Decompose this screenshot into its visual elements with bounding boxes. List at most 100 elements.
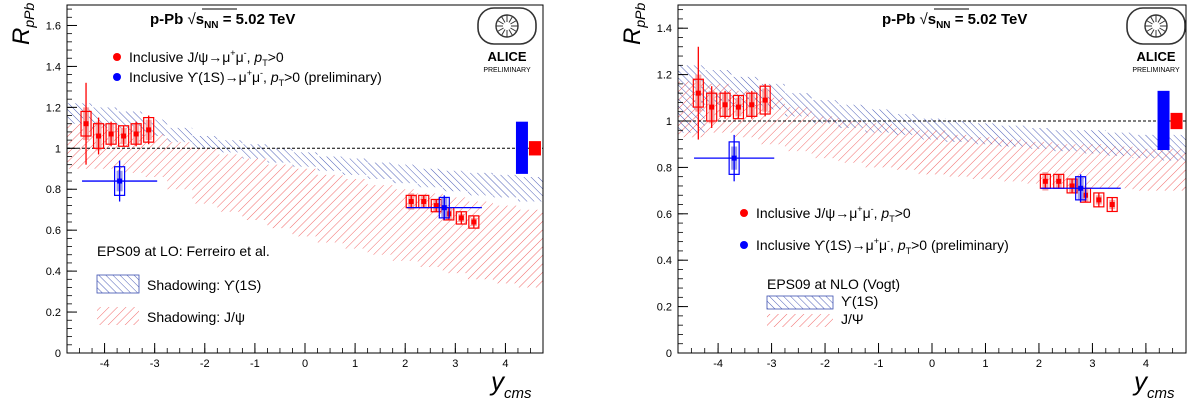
logo-spoke <box>1159 20 1166 25</box>
jpsi-point <box>80 82 92 165</box>
legend-sup: + <box>874 236 879 246</box>
jpsi-point <box>92 117 105 155</box>
model-legend-swatch-upsilon <box>96 274 140 294</box>
y-tick-label: 0.4 <box>657 255 672 267</box>
jpsi-point <box>692 46 704 140</box>
jpsi-point <box>118 125 130 147</box>
x-tick-label: -3 <box>150 358 160 370</box>
sys-box <box>706 92 718 122</box>
title-system: p-Pb <box>882 11 920 28</box>
y-tick-label: 1.6 <box>46 20 61 32</box>
sys-box <box>1075 176 1087 201</box>
logo-spoke <box>497 27 504 32</box>
model-legend-swatch-upsilon <box>766 295 834 310</box>
model-legend-label: J/Ψ <box>841 311 864 327</box>
logo-spoke <box>1150 16 1155 23</box>
x-tick-label: 4 <box>1143 358 1149 370</box>
legend-marker <box>740 209 748 217</box>
legend-text: μ <box>236 49 244 65</box>
sys-box <box>1106 196 1118 213</box>
data-marker <box>108 131 114 137</box>
x-tick-label: 3 <box>452 358 458 370</box>
data-marker <box>1078 185 1084 191</box>
x-tick-label: 0 <box>929 358 935 370</box>
y-tick-label: 0.8 <box>657 162 672 174</box>
model-legend-title: EPS09 at NLO (Vogt) <box>767 276 900 292</box>
jpsi-point <box>719 90 731 119</box>
x-tick-label: 4 <box>502 358 508 370</box>
jpsi-point <box>1093 192 1105 208</box>
x-tick-label: -1 <box>250 358 260 370</box>
sys-box <box>114 166 126 196</box>
sys-box <box>468 215 480 229</box>
legend-text: >0 (preliminary) <box>284 69 382 85</box>
legend-label: Inclusive ϒ(1S)→μ+μ-, pT>0 (preliminary) <box>129 68 382 88</box>
sys-box <box>438 196 450 219</box>
chart-title: p-Pb √sNN = 5.02 TeV <box>150 11 295 31</box>
data-marker <box>1069 183 1075 189</box>
logo-text: ALICE <box>1137 49 1176 64</box>
upsilon-point <box>406 195 482 220</box>
jpsi-point <box>1106 196 1118 213</box>
legend-pt: p <box>253 49 262 65</box>
y-axis-title: RpPb <box>619 3 648 45</box>
logo-outline <box>1126 7 1186 45</box>
data-marker <box>1096 197 1102 203</box>
sys-box <box>1093 192 1105 208</box>
legend-label: Inclusive ϒ(1S)→μ+μ-, pT>0 (preliminary) <box>756 236 1009 256</box>
legend-text: , <box>874 205 882 221</box>
global-uncertainty-red <box>1170 112 1183 130</box>
title-s-sub: NN <box>204 20 218 31</box>
global-uncertainty-blue <box>1157 90 1170 150</box>
model-legend-label: Shadowing: J/ψ <box>147 309 245 325</box>
x-tick-label: 0 <box>302 358 308 370</box>
model-legend-label: ϒ(1S) <box>841 293 878 309</box>
y-tick-label: 0.6 <box>657 209 672 221</box>
y-tick-label: 1 <box>55 143 61 155</box>
data-marker <box>695 90 701 96</box>
data-marker <box>1109 202 1115 208</box>
sys-box <box>732 94 745 120</box>
x-tick-label: 3 <box>1089 358 1095 370</box>
legend-pt: p <box>897 237 906 253</box>
data-marker <box>96 133 102 139</box>
title-system: p-Pb <box>150 11 188 28</box>
title-s-sub: NN <box>936 20 950 31</box>
logo-subtext: PRELIMINARY <box>1132 67 1180 74</box>
logo-spoke <box>1146 27 1153 32</box>
x-tick-label: 2 <box>1036 358 1042 370</box>
title-s: s <box>196 11 204 28</box>
data-marker <box>471 219 477 225</box>
legend-pt: p <box>880 205 889 221</box>
data-marker <box>117 178 123 184</box>
chart-right: 0 0.2 0.4 0.6 0.8 1 1.2 1.4 -4 -3 -2 -1 0 1 2 3 4 RpPb ycm… <box>600 0 1199 403</box>
data-marker <box>121 133 127 139</box>
legend-label: Inclusive J/ψ→μ+μ-, pT>0 <box>129 48 284 68</box>
data-marker <box>421 199 427 205</box>
legend-text: , <box>263 69 271 85</box>
y-tick-label: 1.2 <box>46 102 61 114</box>
logo-spoke <box>501 29 506 36</box>
data-marker <box>433 203 439 209</box>
sys-box <box>455 211 467 225</box>
legend-text: μ <box>879 237 887 253</box>
legend-pt-sub: T <box>906 246 912 256</box>
x-axis-title: ycms <box>1132 366 1175 402</box>
title-s: s <box>928 11 936 28</box>
title-energy: = 5.02 TeV <box>951 11 1028 28</box>
alice-logo: ALICE PRELIMINARY <box>477 7 537 74</box>
legend-pt-sub: T <box>279 78 285 88</box>
legend-sup: + <box>247 68 252 78</box>
data-marker <box>749 102 755 108</box>
sys-box <box>692 78 704 108</box>
data-marker <box>735 104 741 110</box>
y-tick-label: 0 <box>55 348 61 360</box>
legend-sup: - <box>887 236 890 246</box>
y-axis-subscript: pPb <box>21 3 37 29</box>
logo-spoke <box>1150 29 1155 36</box>
y-tick-label: 1.4 <box>46 61 61 73</box>
chart-right-svg: 0 0.2 0.4 0.6 0.8 1 1.2 1.4 -4 -3 -2 -1 0 1 2 3 4 RpPb ycm… <box>619 3 1187 402</box>
logo-spoke <box>1146 20 1153 25</box>
jpsi-point <box>1066 178 1078 194</box>
data-marker <box>731 155 737 161</box>
